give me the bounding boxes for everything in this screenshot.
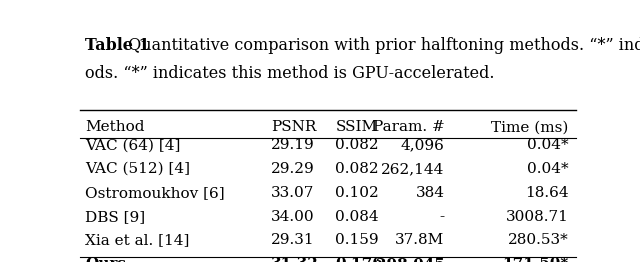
Text: 0.084: 0.084 [335,210,379,224]
Text: . Quantitative comparison with prior halftoning methods. “*” indicates this meth: . Quantitative comparison with prior hal… [118,37,640,54]
Text: -: - [440,210,445,224]
Text: 0.04*: 0.04* [527,138,568,152]
Text: 33.07: 33.07 [271,186,314,200]
Text: 0.082: 0.082 [335,138,379,152]
Text: 3008.71: 3008.71 [506,210,568,224]
Text: DBS [9]: DBS [9] [85,210,145,224]
Text: PSNR: PSNR [271,120,316,134]
Text: 0.159: 0.159 [335,233,379,248]
Text: 4,096: 4,096 [401,138,445,152]
Text: Ours: Ours [85,257,126,262]
Text: 29.29: 29.29 [271,162,315,176]
Text: 29.19: 29.19 [271,138,315,152]
Text: Table 1: Table 1 [85,37,150,54]
Text: SSIM: SSIM [335,120,378,134]
Text: Xia et al. [14]: Xia et al. [14] [85,233,189,248]
Text: VAC (64) [4]: VAC (64) [4] [85,138,180,152]
Text: 29.31: 29.31 [271,233,315,248]
Text: 37.8M: 37.8M [396,233,445,248]
Text: Time (ms): Time (ms) [491,120,568,134]
Text: 0.176: 0.176 [335,257,383,262]
Text: 262,144: 262,144 [381,162,445,176]
Text: 0.102: 0.102 [335,186,379,200]
Text: 298,045: 298,045 [376,257,445,262]
Text: 280.53*: 280.53* [508,233,568,248]
Text: 34.00: 34.00 [271,210,315,224]
Text: 31.32: 31.32 [271,257,319,262]
Text: 171.50*: 171.50* [502,257,568,262]
Text: 0.04*: 0.04* [527,162,568,176]
Text: Method: Method [85,120,145,134]
Text: VAC (512) [4]: VAC (512) [4] [85,162,190,176]
Text: Ostromoukhov [6]: Ostromoukhov [6] [85,186,225,200]
Text: 18.64: 18.64 [525,186,568,200]
Text: ods. “*” indicates this method is GPU-accelerated.: ods. “*” indicates this method is GPU-ac… [85,65,495,82]
Text: 384: 384 [415,186,445,200]
Text: Param. #: Param. # [373,120,445,134]
Text: 0.082: 0.082 [335,162,379,176]
